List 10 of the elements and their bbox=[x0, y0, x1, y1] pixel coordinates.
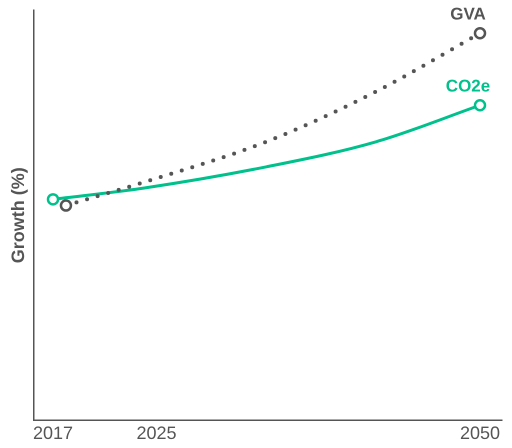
x-tick-label: 2025 bbox=[136, 423, 177, 444]
x-tick-label: 2050 bbox=[460, 423, 500, 444]
point bbox=[60, 199, 72, 212]
series-label: GVA bbox=[450, 4, 486, 24]
point bbox=[46, 193, 60, 206]
x-tick-label: 2017 bbox=[32, 423, 74, 444]
point bbox=[474, 26, 486, 40]
y-axis-title: Growth (%) bbox=[8, 167, 28, 264]
point bbox=[474, 98, 486, 112]
series-label: CO2e bbox=[446, 76, 490, 96]
